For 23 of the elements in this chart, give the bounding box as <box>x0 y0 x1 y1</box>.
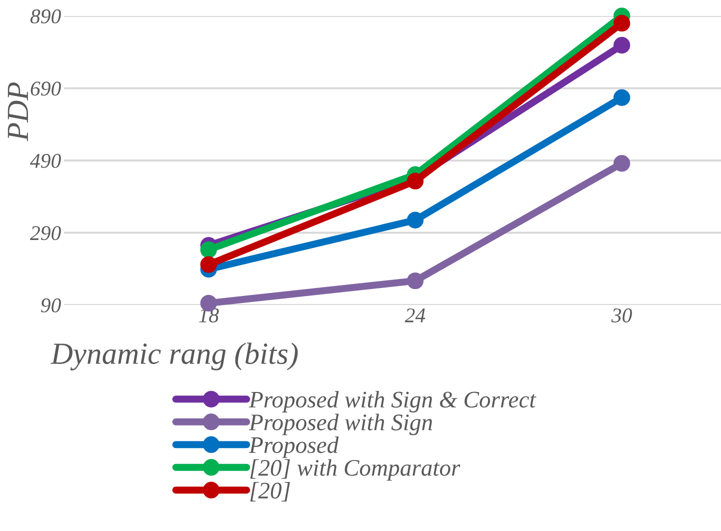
legend-label: Proposed with Sign & Correct <box>248 391 536 412</box>
point <box>200 241 217 258</box>
legend-label: Proposed <box>248 436 339 458</box>
y-tick-label: 290 <box>30 226 61 240</box>
point <box>613 89 630 106</box>
y-tick-label: 890 <box>30 9 61 24</box>
y-tick-label: 490 <box>30 154 61 168</box>
point <box>613 155 630 172</box>
point <box>200 256 217 273</box>
x-tick-label: 24 <box>404 308 426 322</box>
point <box>613 36 630 54</box>
legend-label: [20] with Comparator <box>250 459 460 481</box>
point <box>406 172 424 190</box>
point <box>613 14 630 32</box>
legend-label: [20] <box>250 482 290 502</box>
y-axis-title: PDP <box>8 82 28 142</box>
point <box>406 272 424 290</box>
y-tick-label: 690 <box>30 82 61 96</box>
legend-label: Proposed with Sign <box>248 414 432 436</box>
x-tick-label: 30 <box>611 308 632 322</box>
y-tick-label: 90 <box>41 298 61 312</box>
point <box>406 212 424 228</box>
x-axis-title: Dynamic rang (bits) <box>50 342 298 370</box>
